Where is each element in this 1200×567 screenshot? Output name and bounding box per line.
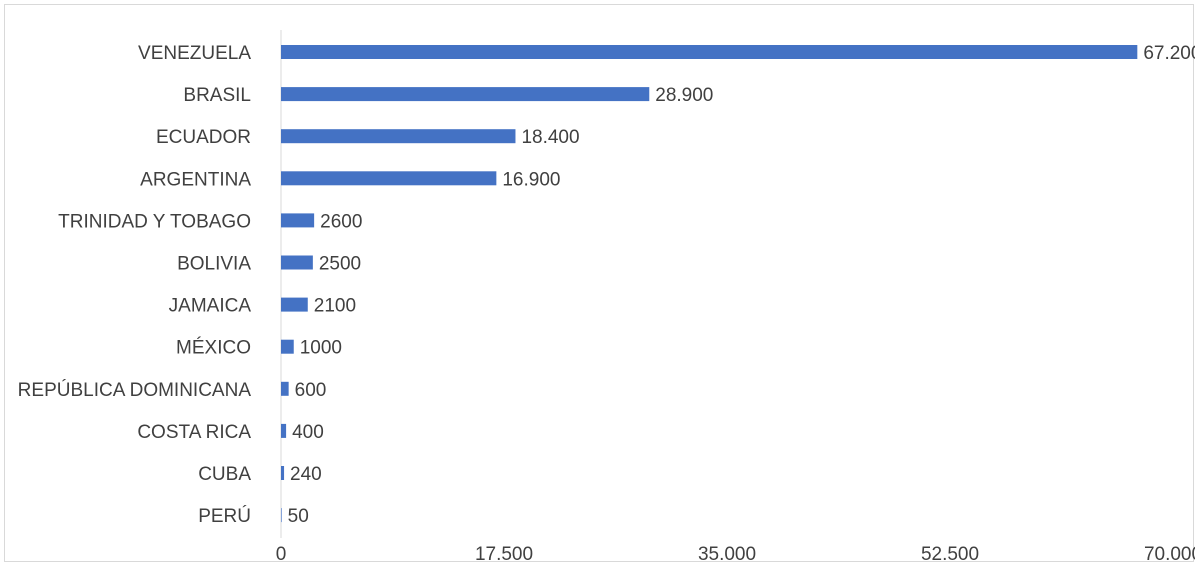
x-axis-ticks: 0 17.500 35.000 52.500 70.000 [276,544,1195,563]
data-label: 16.900 [502,169,560,190]
bar [281,508,282,523]
category-label: JAMAICA [169,296,252,317]
bar-chart: VENEZUELA BRASIL ECUADOR ARGENTINA TRINIDAD … [18,30,1195,563]
bar [281,213,315,228]
data-label: 1000 [300,338,342,359]
data-labels: 67.200 28.900 18.400 16.900 2600 2500 2100 1000… [288,43,1195,527]
data-label: 400 [292,422,324,443]
bar [281,87,650,102]
bars-group [281,45,1138,523]
bar [281,339,294,354]
category-label: VENEZUELA [138,43,251,64]
x-tick-label: 17.500 [475,544,533,563]
category-label: REPÚBLICA DOMINICANA [18,379,252,401]
data-label: 50 [288,506,309,527]
data-label: 28.900 [655,85,713,106]
data-label: 600 [295,380,327,401]
category-label: BRASIL [183,85,251,106]
x-tick-label: 52.500 [921,544,979,563]
category-label: TRINIDAD Y TOBAGO [58,211,251,232]
bar [281,381,289,396]
bar [281,129,516,144]
category-label: BOLIVIA [177,254,251,275]
category-label: ARGENTINA [140,169,251,190]
category-label: MÉXICO [176,338,251,359]
category-label: COSTA RICA [137,422,251,443]
data-label: 2500 [319,254,361,275]
bar [281,255,313,270]
category-labels: VENEZUELA BRASIL ECUADOR ARGENTINA TRINIDAD … [18,43,252,527]
category-label: ECUADOR [156,127,251,148]
data-label: 240 [290,464,322,485]
bar [281,45,1138,59]
data-label: 18.400 [521,127,579,148]
bar [281,297,308,312]
category-label: PERÚ [198,505,251,527]
data-label: 2100 [314,296,356,317]
bar [281,423,287,438]
bar [281,466,285,480]
data-label: 2600 [320,211,362,232]
data-label: 67.200 [1143,43,1195,64]
bar [281,171,497,186]
chart-frame: VENEZUELA BRASIL ECUADOR ARGENTINA TRINIDAD … [4,4,1195,563]
x-tick-label: 70.000 [1144,544,1195,563]
x-tick-label: 35.000 [698,544,756,563]
category-label: CUBA [198,464,251,485]
x-tick-label: 0 [276,544,287,563]
